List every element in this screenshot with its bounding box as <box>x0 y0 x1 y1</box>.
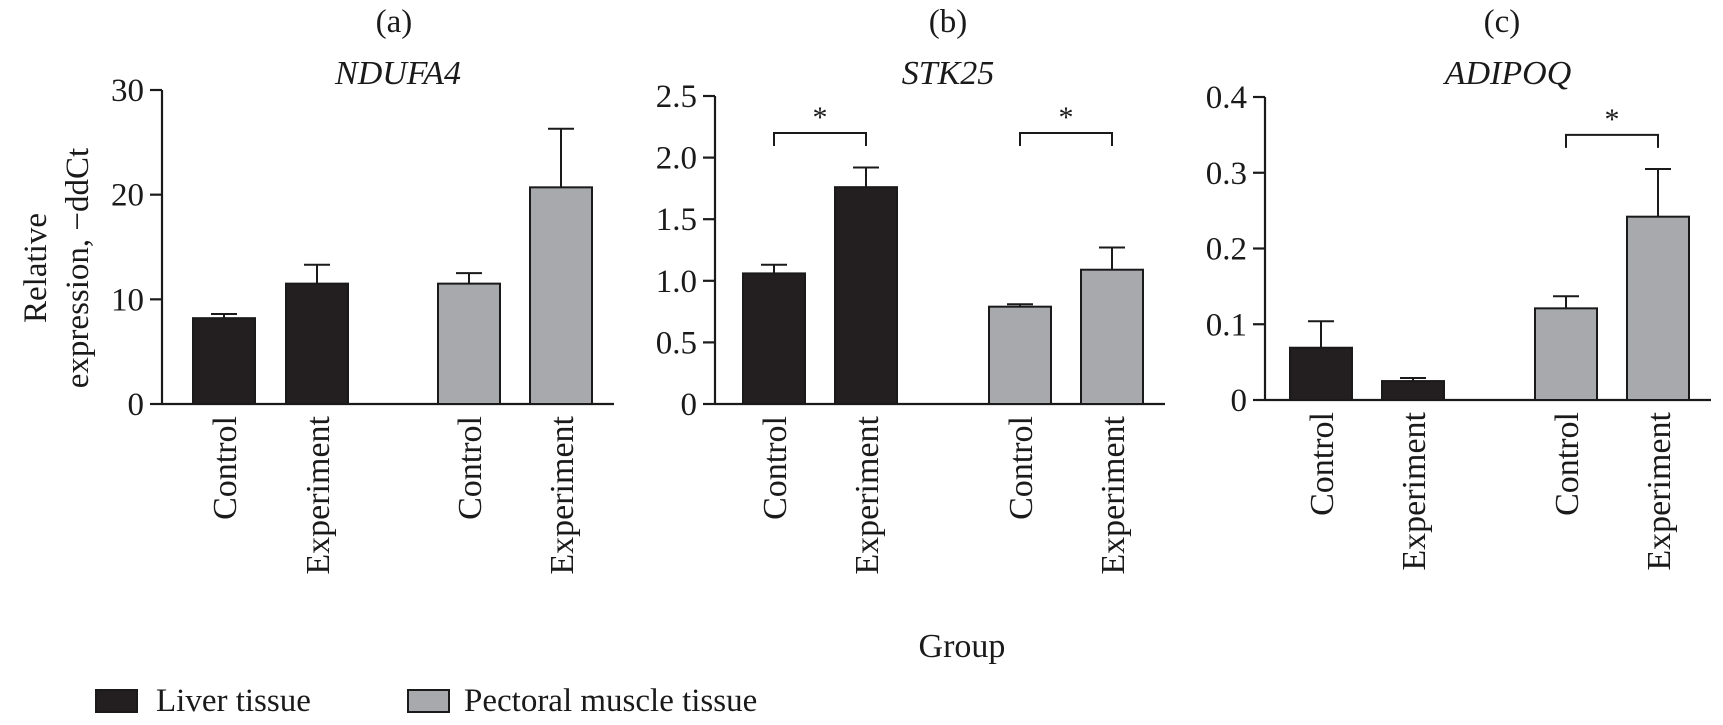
y-tick-label: 1.0 <box>656 264 697 300</box>
legend-swatch-pectoral <box>407 689 450 713</box>
legend-label-pectoral: Pectoral muscle tissue <box>464 683 757 719</box>
y-tick-label: 20 <box>111 178 144 214</box>
significance-bracket <box>1019 131 1113 146</box>
x-tick-label: Control <box>207 416 244 520</box>
y-tick-label: 2.0 <box>656 141 697 177</box>
bar-liver-control <box>742 272 806 405</box>
bar-pectoral-experiment <box>1626 215 1690 401</box>
y-axis-label: Relative expression, −ddCt <box>18 148 96 388</box>
y-tick-label: 0.4 <box>1206 80 1247 116</box>
y-tick-label: 0.2 <box>1206 232 1247 268</box>
y-tick-label: 0.1 <box>1206 307 1247 343</box>
y-tick-label: 0 <box>681 387 698 423</box>
bar-liver-experiment <box>834 186 898 405</box>
panel-label: (a) <box>376 4 413 40</box>
significance-label: * <box>1059 101 1074 134</box>
significance-bracket <box>1565 133 1659 148</box>
x-tick-label: Control <box>757 416 794 520</box>
x-tick-label: Control <box>1003 416 1040 520</box>
legend-label-liver: Liver tissue <box>156 683 311 719</box>
x-tick-label: Experiment <box>849 415 886 574</box>
y-tick-label: 1.5 <box>656 202 697 238</box>
chart-title: STK25 <box>902 55 995 92</box>
y-tick-label: 10 <box>111 282 144 318</box>
panel-c: (c) ADIPOQ 0 0.1 0.2 0.3 0.4 Control Experiment C… <box>1206 4 1711 571</box>
significance-label: * <box>813 101 828 134</box>
y-tick-label: 0 <box>1231 383 1248 419</box>
panel-b: (b) STK25 0 0.5 1.0 1.5 2.0 2.5 Control Experimen… <box>656 4 1165 575</box>
panel-a: (a) NDUFA4 0 10 20 30 Control Experiment Control… <box>111 4 614 575</box>
x-tick-label: Experiment <box>1095 415 1132 574</box>
panel-label: (b) <box>929 4 967 40</box>
x-axis-label: Group <box>919 628 1006 665</box>
y-tick-label: 0 <box>128 387 145 423</box>
bar-pectoral-control <box>988 305 1052 405</box>
bar-pectoral-experiment <box>1080 268 1144 405</box>
bar-liver-experiment <box>285 282 349 405</box>
bar-liver-control <box>192 317 256 406</box>
x-tick-label: Experiment <box>1396 411 1433 570</box>
significance-bracket <box>773 131 867 146</box>
bar-liver-experiment <box>1381 380 1445 401</box>
x-tick-label: Experiment <box>300 415 337 574</box>
chart-title: NDUFA4 <box>334 55 461 92</box>
x-tick-label: Experiment <box>1641 411 1678 570</box>
y-tick-label: 2.5 <box>656 79 697 115</box>
legend-swatch-liver <box>95 689 138 713</box>
x-tick-label: Control <box>452 416 489 520</box>
significance-label: * <box>1605 103 1620 136</box>
legend: Liver tissue Pectoral muscle tissue <box>95 683 757 719</box>
bar-liver-control <box>1289 346 1353 402</box>
bar-pectoral-control <box>437 282 501 405</box>
x-tick-label: Control <box>1304 412 1341 516</box>
x-tick-label: Control <box>1549 412 1586 516</box>
chart-title: ADIPOQ <box>1443 55 1572 92</box>
y-tick-label: 0.5 <box>656 325 697 361</box>
bar-pectoral-experiment <box>529 186 593 405</box>
panel-label: (c) <box>1484 4 1521 40</box>
y-tick-label: 30 <box>111 73 144 109</box>
bar-pectoral-control <box>1534 307 1598 401</box>
y-axis-label-line2: expression, −ddCt <box>60 148 96 388</box>
x-tick-label: Experiment <box>544 415 581 574</box>
y-axis-label-line1: Relative <box>18 213 54 323</box>
y-tick-label: 0.3 <box>1206 156 1247 192</box>
